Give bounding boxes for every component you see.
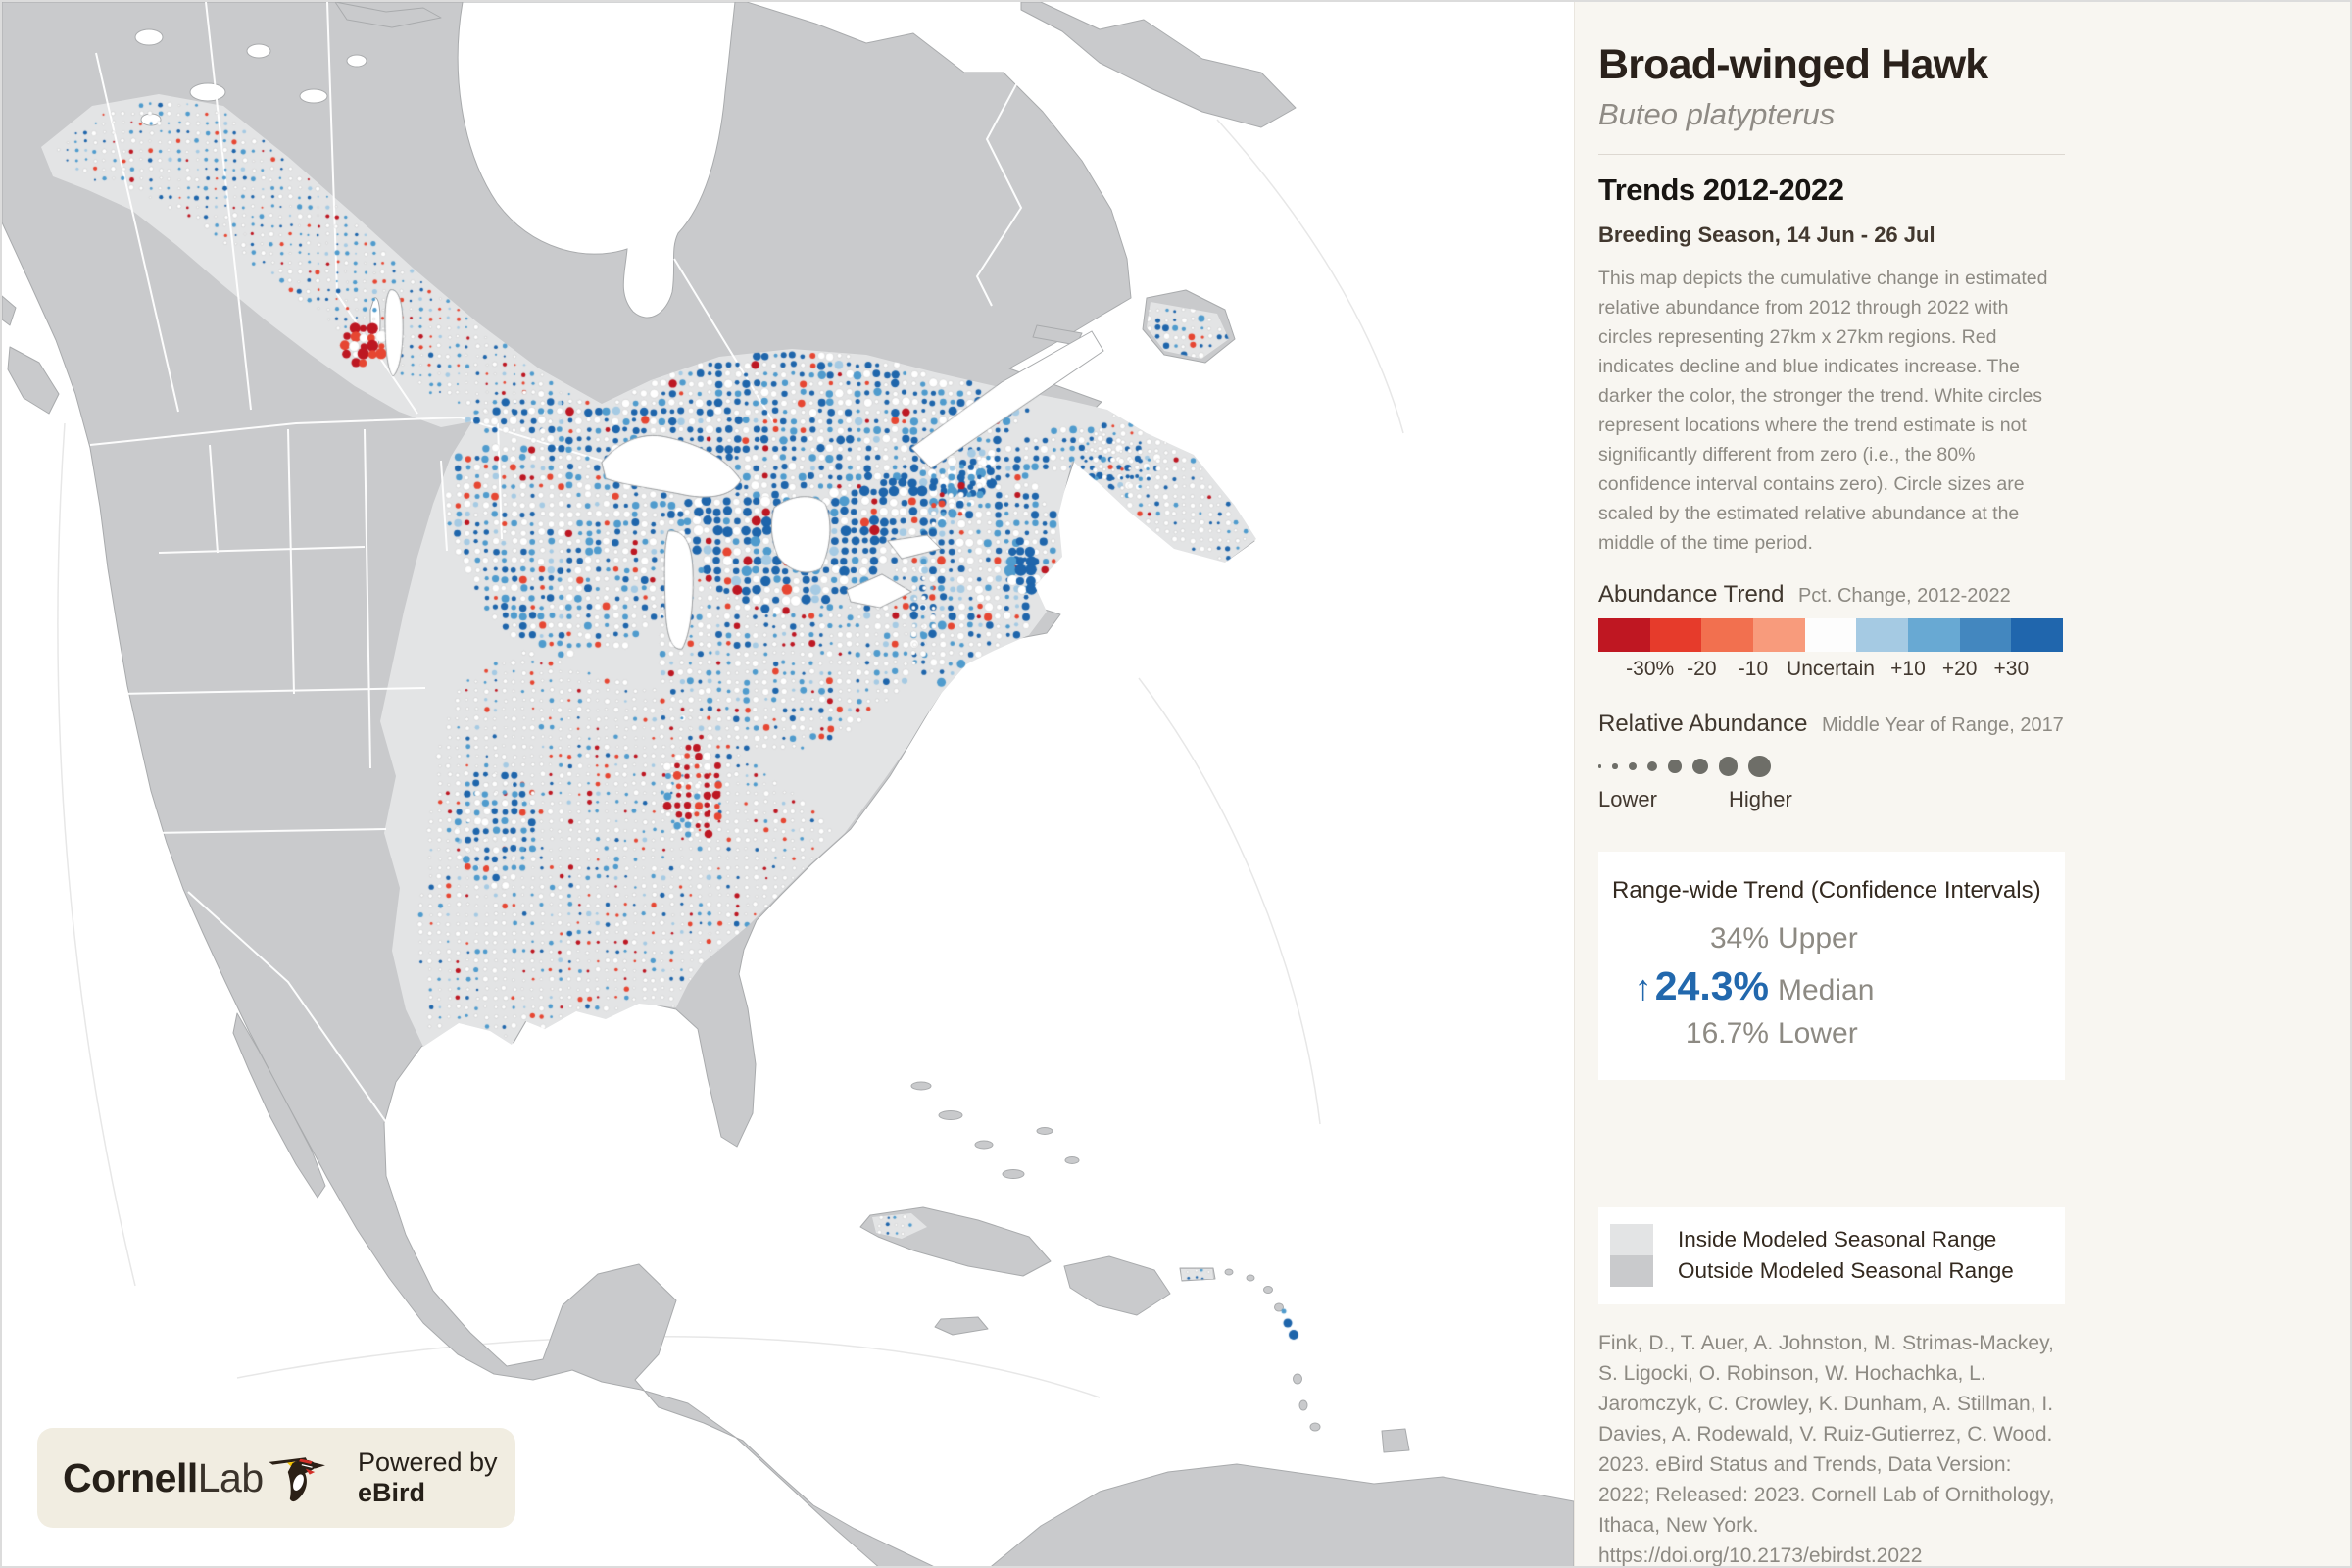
trend-color-segment [1649, 618, 1702, 652]
inside-range-label: Inside Modeled Seasonal Range [1678, 1227, 1997, 1251]
trend-scale-tick: +30 [1993, 658, 2030, 680]
abundance-trend-subtitle: Pct. Change, 2012-2022 [1797, 585, 2011, 607]
outside-range-swatch [1610, 1255, 1653, 1287]
divider [1598, 154, 2065, 155]
range-wide-trend-card: Range-wide Trend (Confidence Intervals) … [1598, 852, 2065, 1080]
citation-doi-link[interactable]: https://doi.org/10.2173/ebirdst.2022 [1598, 1544, 1923, 1567]
trend-scale-tick: -10 [1738, 658, 1769, 680]
trend-dots-layer [2, 2, 1574, 1566]
trend-upper-value: 34% [1709, 922, 1769, 955]
trend-card-title: Range-wide Trend (Confidence Intervals) [1612, 877, 2041, 904]
trend-median-row: ↑24.3% Median [1612, 963, 2049, 1009]
trend-median-label: Median [1778, 974, 1875, 1006]
abundance-size-labels: Lower Higher [1598, 787, 1892, 814]
trend-color-scale [1598, 618, 2064, 652]
outside-range-label: Outside Modeled Seasonal Range [1678, 1258, 2014, 1283]
size-scale-higher-label: Higher [1729, 787, 1792, 811]
trend-map-panel: CornellLab Powered by eBird [2, 2, 1574, 1566]
trend-lower-label: Lower [1778, 1017, 1858, 1050]
trend-color-segment [1908, 618, 1960, 652]
trend-lower-row: 16.7% Lower [1612, 1017, 2049, 1051]
cornell-lab-wordmark: CornellLab [63, 1454, 264, 1500]
cornell-lab-logo: CornellLab Powered by eBird [37, 1428, 515, 1528]
trend-lower-value: 16.7% [1685, 1017, 1769, 1050]
citation: Fink, D., T. Auer, A. Johnston, M. Strim… [1598, 1328, 2063, 1567]
abundance-size-circle [1598, 764, 1602, 768]
inside-range-swatch [1610, 1224, 1653, 1255]
woodpecker-logo-icon [269, 1457, 325, 1502]
abundance-size-circle [1691, 759, 1708, 774]
abundance-size-circle [1748, 755, 1771, 778]
powered-by-ebird: Powered by eBird [357, 1447, 498, 1507]
citation-text: Fink, D., T. Auer, A. Johnston, M. Strim… [1598, 1332, 2055, 1537]
trend-scale-tick: +10 [1890, 658, 1926, 680]
trends-range-title: Trends 2012-2022 [1598, 172, 1844, 207]
abundance-size-scale [1598, 752, 1834, 781]
abundance-size-circle [1646, 760, 1658, 772]
trend-upper-row: 34% Upper [1612, 922, 2049, 956]
trend-scale-tick: Uncertain [1787, 658, 1875, 680]
scientific-name: Buteo platypterus [1598, 97, 1836, 131]
info-sidebar: Broad-winged Hawk Buteo platypterus Tren… [1574, 2, 2350, 1567]
abundance-size-circle [1628, 762, 1637, 770]
trend-scale-tick: +20 [1941, 658, 1978, 680]
trend-scale-tick: -30% [1626, 658, 1675, 680]
trend-color-scale-ticks: -30% -20 -10 Uncertain +10 +20 +30 [1598, 658, 2063, 687]
trend-color-segment [1598, 618, 1650, 652]
relative-abundance-legend-header: Relative Abundance Middle Year of Range,… [1598, 710, 2065, 738]
abundance-size-circle [1612, 763, 1618, 769]
species-title: Broad-winged Hawk [1598, 41, 1988, 88]
trend-median-value: ↑24.3% [1634, 963, 1769, 1008]
seasonal-range-legend-card: Inside Modeled Seasonal Range Outside Mo… [1598, 1207, 2065, 1304]
trend-color-segment [1856, 618, 1909, 652]
trend-color-segment [1804, 618, 1857, 652]
trend-upper-label: Upper [1778, 922, 1858, 955]
abundance-trend-legend-header: Abundance Trend Pct. Change, 2012-2022 [1598, 581, 2065, 609]
trend-color-segment [1959, 618, 2012, 652]
trend-scale-tick: -20 [1687, 658, 1717, 680]
season-subtitle: Breeding Season, 14 Jun - 26 Jul [1598, 222, 1936, 247]
relative-abundance-title: Relative Abundance [1598, 710, 1808, 737]
abundance-size-circle [1718, 757, 1739, 776]
size-scale-lower-label: Lower [1598, 787, 1657, 811]
up-arrow-icon: ↑ [1634, 967, 1652, 1007]
abundance-trend-title: Abundance Trend [1598, 581, 1785, 608]
trend-color-segment [1753, 618, 1805, 652]
relative-abundance-subtitle: Middle Year of Range, 2017 [1821, 714, 2064, 736]
abundance-size-circle [1668, 760, 1682, 773]
map-description: This map depicts the cumulative change i… [1598, 268, 2048, 554]
trend-color-segment [1701, 618, 1754, 652]
trend-color-segment [2011, 618, 2064, 652]
range-legend-swatches [1610, 1224, 1653, 1287]
